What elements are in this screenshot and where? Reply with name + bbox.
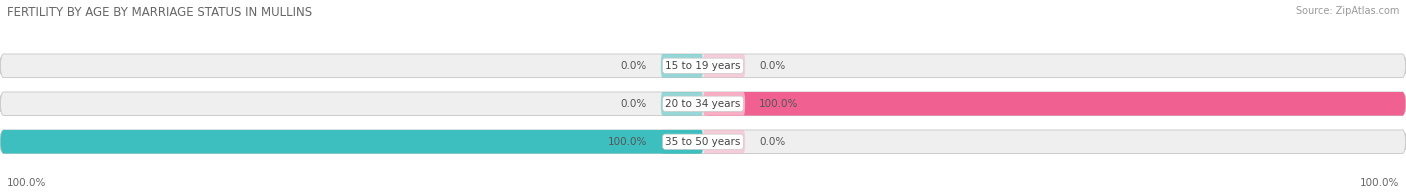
FancyBboxPatch shape [703, 92, 1406, 115]
Text: Source: ZipAtlas.com: Source: ZipAtlas.com [1295, 6, 1399, 16]
FancyBboxPatch shape [0, 92, 1406, 115]
Text: 0.0%: 0.0% [620, 99, 647, 109]
Text: 0.0%: 0.0% [759, 61, 786, 71]
Text: 0.0%: 0.0% [759, 137, 786, 147]
FancyBboxPatch shape [661, 92, 703, 115]
Text: 100.0%: 100.0% [7, 178, 46, 188]
Text: 20 to 34 years: 20 to 34 years [665, 99, 741, 109]
FancyBboxPatch shape [661, 130, 703, 153]
Text: 100.0%: 100.0% [759, 99, 799, 109]
Text: 35 to 50 years: 35 to 50 years [665, 137, 741, 147]
FancyBboxPatch shape [703, 130, 745, 153]
FancyBboxPatch shape [703, 54, 745, 78]
FancyBboxPatch shape [0, 54, 1406, 78]
Text: 100.0%: 100.0% [607, 137, 647, 147]
FancyBboxPatch shape [661, 54, 703, 78]
Text: 0.0%: 0.0% [620, 61, 647, 71]
FancyBboxPatch shape [0, 130, 703, 153]
FancyBboxPatch shape [0, 130, 1406, 153]
Text: FERTILITY BY AGE BY MARRIAGE STATUS IN MULLINS: FERTILITY BY AGE BY MARRIAGE STATUS IN M… [7, 6, 312, 19]
FancyBboxPatch shape [703, 92, 745, 115]
Text: 15 to 19 years: 15 to 19 years [665, 61, 741, 71]
Text: 100.0%: 100.0% [1360, 178, 1399, 188]
